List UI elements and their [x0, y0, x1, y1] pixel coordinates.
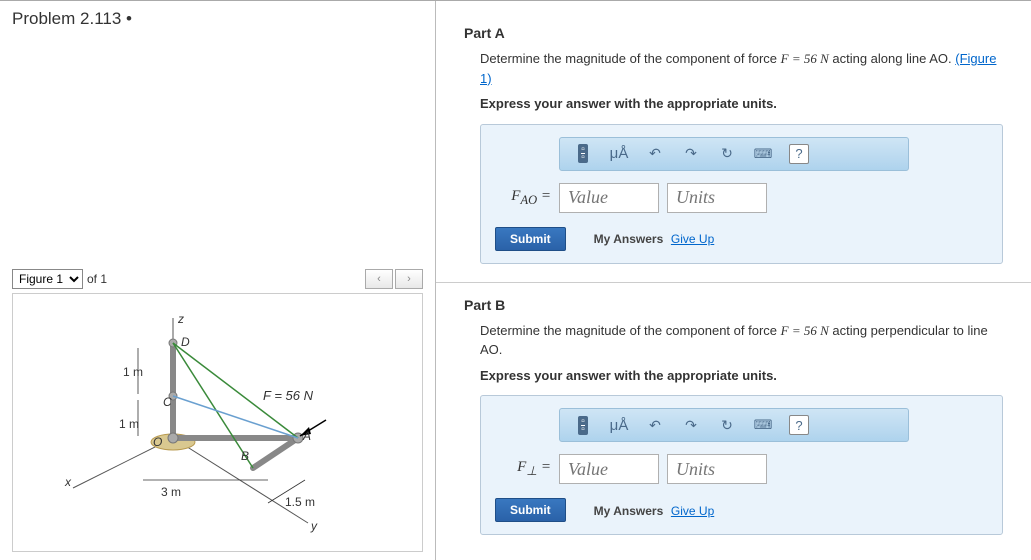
part-a-units-input[interactable] [667, 183, 767, 213]
part-a-prompt: Determine the magnitude of the component… [480, 49, 1003, 88]
svg-text:C: C [163, 395, 172, 409]
part-b-var-label: F⊥ = [495, 459, 551, 479]
reset-icon[interactable]: ↻ [714, 413, 740, 437]
figure-bar: Figure 1 of 1 ‹ › [12, 269, 423, 289]
svg-text:1.5 m: 1.5 m [285, 495, 315, 509]
part-a-bold: Express your answer with the appropriate… [480, 94, 1003, 114]
svg-text:3 m: 3 m [161, 485, 181, 499]
part-a-input-row: FAO = [495, 183, 988, 213]
part-a-submit-button[interactable]: Submit [495, 227, 566, 251]
problem-title: Problem 2.113 • [12, 9, 423, 29]
figure-select[interactable]: Figure 1 [12, 269, 83, 289]
part-a-submit-row: Submit My Answers Give Up [495, 227, 988, 251]
part-b-submit-button[interactable]: Submit [495, 498, 566, 522]
keyboard-icon[interactable]: ⌨ [750, 142, 776, 166]
reset-icon[interactable]: ↻ [714, 142, 740, 166]
part-b-title: Part B [464, 297, 1003, 313]
figure-svg: z x y [53, 308, 383, 538]
part-b-submit-row: Submit My Answers Give Up [495, 498, 988, 522]
part-a-title: Part A [464, 25, 1003, 41]
svg-text:F = 56 N: F = 56 N [263, 388, 314, 403]
part-b-input-row: F⊥ = [495, 454, 988, 484]
tool-units-icon[interactable]: μÅ [606, 142, 632, 166]
help-icon[interactable]: ? [786, 413, 812, 437]
figure-prev-button[interactable]: ‹ [365, 269, 393, 289]
part-a-value-input[interactable] [559, 183, 659, 213]
undo-icon[interactable]: ↶ [642, 142, 668, 166]
help-icon[interactable]: ? [786, 142, 812, 166]
redo-icon[interactable]: ↷ [678, 413, 704, 437]
part-b-prompt-pre: Determine the magnitude of the component… [480, 323, 781, 338]
svg-text:1 m: 1 m [123, 365, 143, 379]
part-b-units-input[interactable] [667, 454, 767, 484]
figure-next-button[interactable]: › [395, 269, 423, 289]
part-b-bold: Express your answer with the appropriate… [480, 366, 1003, 386]
svg-text:B: B [241, 449, 249, 463]
right-panel: Part A Determine the magnitude of the co… [436, 1, 1031, 560]
svg-text:A: A [302, 429, 311, 443]
part-a: Part A Determine the magnitude of the co… [464, 25, 1003, 264]
tool-units-icon[interactable]: μÅ [606, 413, 632, 437]
svg-text:D: D [181, 335, 190, 349]
part-a-answer-box: ▫▫ μÅ ↶ ↷ ↻ ⌨ ? FAO = Submit My Answers [480, 124, 1003, 264]
part-b-prompt: Determine the magnitude of the component… [480, 321, 1003, 360]
part-a-force: F = 56 N [781, 51, 829, 66]
part-a-prompt-post: acting along line AO. [829, 51, 952, 66]
redo-icon[interactable]: ↷ [678, 142, 704, 166]
tool-template-icon[interactable]: ▫▫ [570, 142, 596, 166]
tool-template-icon[interactable]: ▫▫ [570, 413, 596, 437]
undo-icon[interactable]: ↶ [642, 413, 668, 437]
figure-container: z x y [12, 293, 423, 552]
svg-text:O: O [153, 435, 162, 449]
part-b-give-up[interactable]: Give Up [671, 504, 714, 518]
part-b-my-answers[interactable]: My Answers [594, 504, 664, 518]
part-b-force: F = 56 N [781, 323, 829, 338]
part-b-answer-box: ▫▫ μÅ ↶ ↷ ↻ ⌨ ? F⊥ = Submit My Answers [480, 395, 1003, 535]
svg-text:z: z [177, 312, 184, 326]
svg-text:1 m: 1 m [119, 417, 139, 431]
part-b-toolbar: ▫▫ μÅ ↶ ↷ ↻ ⌨ ? [559, 408, 909, 442]
svg-text:x: x [64, 475, 72, 489]
part-a-give-up[interactable]: Give Up [671, 232, 714, 246]
part-a-my-answers[interactable]: My Answers [594, 232, 664, 246]
divider [436, 282, 1031, 283]
figure-of-text: of 1 [87, 272, 107, 286]
part-b-value-input[interactable] [559, 454, 659, 484]
part-a-toolbar: ▫▫ μÅ ↶ ↷ ↻ ⌨ ? [559, 137, 909, 171]
part-a-var-label: FAO = [495, 188, 551, 208]
part-a-prompt-pre: Determine the magnitude of the component… [480, 51, 781, 66]
svg-text:y: y [310, 519, 318, 533]
left-panel: Problem 2.113 • Figure 1 of 1 ‹ › z x [0, 1, 436, 560]
keyboard-icon[interactable]: ⌨ [750, 413, 776, 437]
part-b: Part B Determine the magnitude of the co… [464, 297, 1003, 536]
